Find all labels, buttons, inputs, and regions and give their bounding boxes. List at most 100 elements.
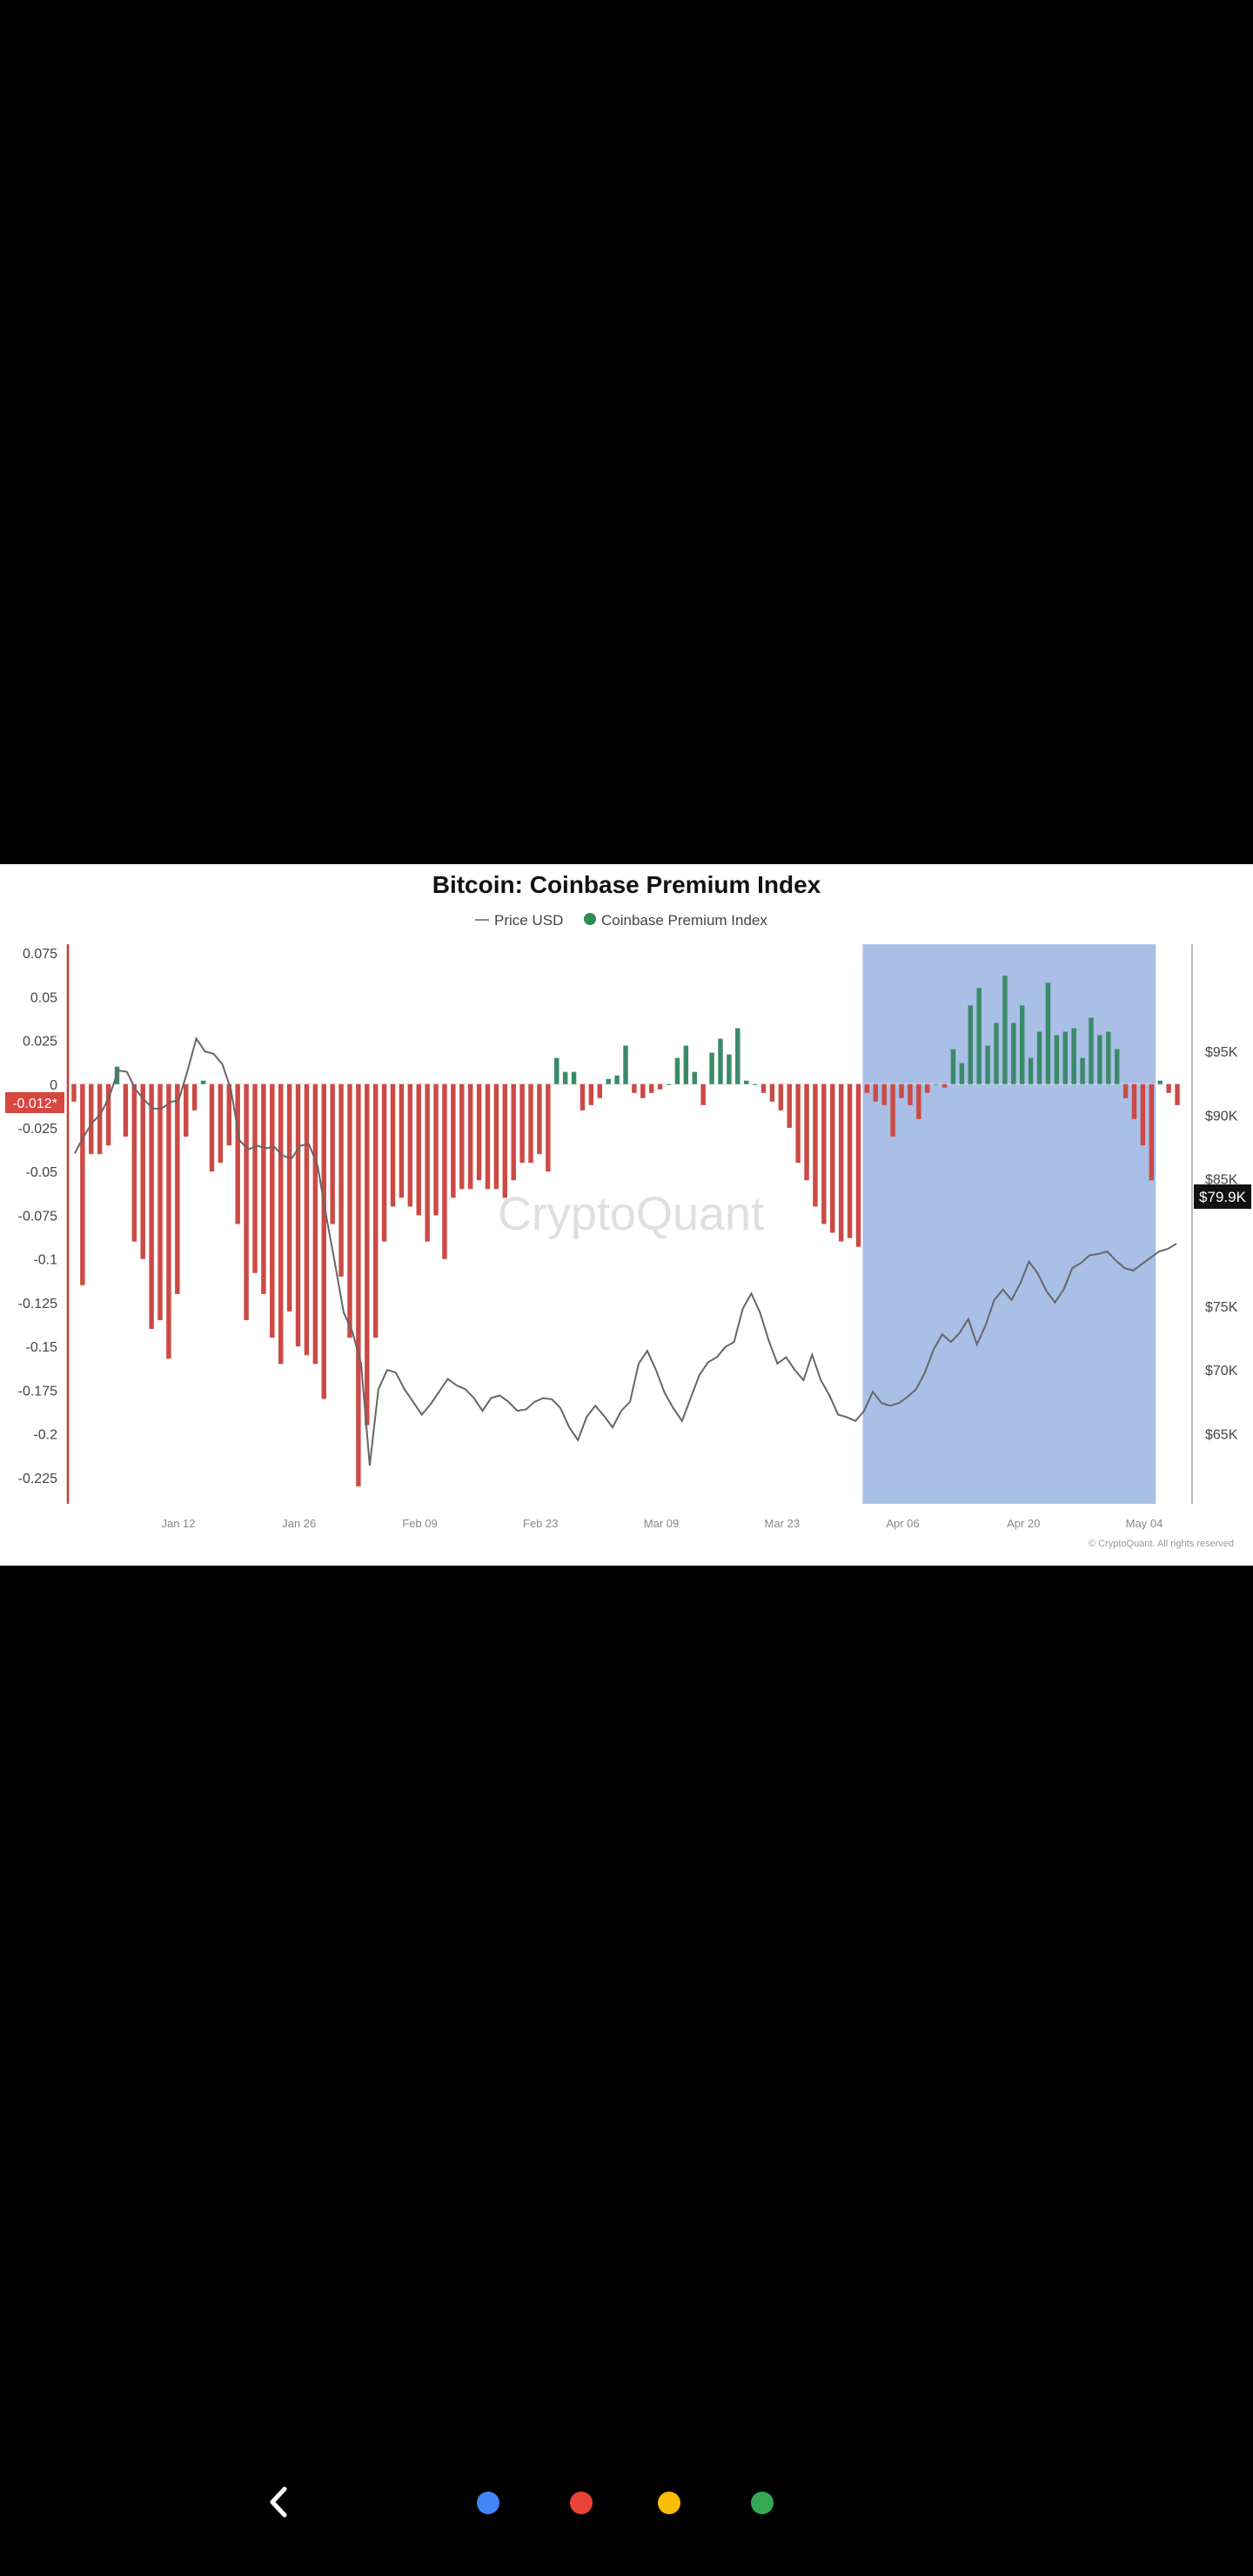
premium-bar <box>97 1083 103 1155</box>
chart-card: 0.075 0.05 0.025 0 -0.025 -0.05 -0.075 -0.1 -0.1… <box>0 864 1253 1566</box>
left-tick-label: -0.125 <box>18 1297 57 1311</box>
premium-bar <box>338 1083 344 1277</box>
left-tick-label: -0.2 <box>33 1428 57 1443</box>
premium-bar <box>476 1083 482 1181</box>
premium-bar <box>270 1083 275 1338</box>
premium-bar <box>347 1083 352 1338</box>
premium-bar <box>743 1080 749 1084</box>
premium-bar <box>941 1083 948 1088</box>
left-tick-label: -0.1 <box>33 1253 57 1268</box>
legend-premium-label: Coinbase Premium Index <box>601 912 767 929</box>
premium-bar <box>692 1071 697 1084</box>
premium-bar <box>519 1083 525 1164</box>
premium-bar <box>1140 1083 1146 1146</box>
premium-bar <box>1080 1057 1085 1084</box>
premium-bar <box>580 1083 586 1110</box>
premium-bar <box>416 1083 421 1216</box>
premium-bar <box>502 1083 508 1198</box>
premium-bar <box>493 1083 499 1190</box>
premium-bar <box>390 1083 396 1207</box>
premium-bar <box>813 1083 818 1207</box>
premium-bar <box>994 1023 999 1084</box>
left-tick-label: -0.175 <box>18 1384 57 1399</box>
premium-bar <box>881 1083 887 1105</box>
premium-bar <box>899 1083 904 1098</box>
premium-bar <box>683 1045 689 1084</box>
premium-bar <box>752 1083 758 1085</box>
premium-bar <box>1114 1049 1120 1084</box>
premium-bar <box>166 1083 171 1359</box>
nav-dot-blue[interactable] <box>477 2492 499 2514</box>
current-price-bg <box>1194 1184 1251 1209</box>
premium-bar <box>149 1083 154 1330</box>
premium-bar <box>1106 1031 1111 1084</box>
chevron-left-icon[interactable] <box>257 2480 300 2524</box>
left-tick-label: 0 <box>50 1078 57 1093</box>
premium-bar <box>372 1083 379 1338</box>
left-tick-label: -0.225 <box>18 1472 57 1486</box>
current-price-label: $79.9K <box>1199 1189 1247 1205</box>
left-axis-ticks: 0.075 0.05 0.025 0 -0.025 -0.05 -0.075 -0.1 -0.1… <box>18 947 57 1486</box>
premium-bar <box>399 1083 405 1198</box>
premium-bar <box>674 1057 680 1084</box>
premium-bar <box>356 1083 361 1486</box>
x-tick-label: Apr 20 <box>1007 1517 1040 1530</box>
right-tick-label: $70K <box>1205 1364 1238 1379</box>
premium-bar <box>105 1083 111 1146</box>
premium-bar <box>700 1083 706 1105</box>
premium-bar <box>330 1083 335 1224</box>
left-tick-label: 0.075 <box>23 947 57 962</box>
premium-bar <box>467 1083 473 1190</box>
premium-bar <box>425 1083 430 1242</box>
left-tick-label: -0.075 <box>18 1209 57 1224</box>
x-tick-label: May 04 <box>1126 1517 1163 1530</box>
premium-bar <box>1089 1017 1094 1084</box>
premium-bar <box>89 1083 94 1155</box>
premium-bar <box>727 1054 732 1084</box>
left-tick-label: -0.025 <box>18 1122 57 1137</box>
premium-bar <box>71 1083 77 1102</box>
premium-bar <box>925 1083 930 1093</box>
right-tick-label: $90K <box>1205 1109 1238 1124</box>
left-tick-label: 0.05 <box>30 990 57 1005</box>
premium-bar <box>976 988 982 1084</box>
nav-dot-yellow[interactable] <box>658 2492 680 2514</box>
premium-bar <box>916 1083 921 1119</box>
premium-bar <box>1122 1083 1129 1098</box>
x-tick-label: Apr 06 <box>886 1517 919 1530</box>
premium-bar <box>546 1083 551 1172</box>
premium-bar <box>537 1083 542 1155</box>
premium-bar <box>968 1005 974 1084</box>
premium-bar <box>1071 1028 1076 1084</box>
price-line <box>74 1036 1177 1466</box>
right-tick-label: $75K <box>1205 1300 1238 1315</box>
premium-bar <box>985 1045 990 1084</box>
premium-bar <box>588 1083 594 1105</box>
premium-bar <box>1019 1005 1025 1084</box>
premium-bar <box>959 1063 965 1084</box>
premium-bar <box>1166 1083 1171 1093</box>
premium-bars <box>71 976 1180 1486</box>
highlight-region <box>862 944 1156 1504</box>
premium-bar <box>562 1071 568 1084</box>
current-premium-label: -0.012* <box>12 1097 57 1111</box>
premium-bar <box>571 1071 577 1084</box>
chart-svg: 0.075 0.05 0.025 0 -0.025 -0.05 -0.075 -0.1 -0.1… <box>5 871 1251 1549</box>
legend-premium-marker <box>584 913 596 925</box>
premium-bar <box>804 1083 809 1181</box>
premium-bar <box>908 1083 913 1105</box>
premium-bar <box>200 1080 206 1084</box>
premium-bar <box>873 1083 879 1102</box>
right-axis-ticks: $95K $90K $85K $75K $70K $65K <box>1205 1045 1238 1442</box>
premium-bar <box>648 1083 654 1093</box>
x-tick-label: Jan 12 <box>161 1517 195 1530</box>
premium-bar <box>286 1083 292 1311</box>
premium-bar <box>226 1083 232 1146</box>
nav-dot-green[interactable] <box>751 2492 774 2514</box>
premium-bar <box>123 1083 129 1137</box>
premium-bar <box>761 1083 767 1093</box>
nav-dot-red[interactable] <box>570 2492 593 2514</box>
premium-bar <box>1028 1057 1034 1084</box>
x-tick-label: Feb 23 <box>523 1517 558 1530</box>
premium-bar <box>1062 1031 1068 1084</box>
